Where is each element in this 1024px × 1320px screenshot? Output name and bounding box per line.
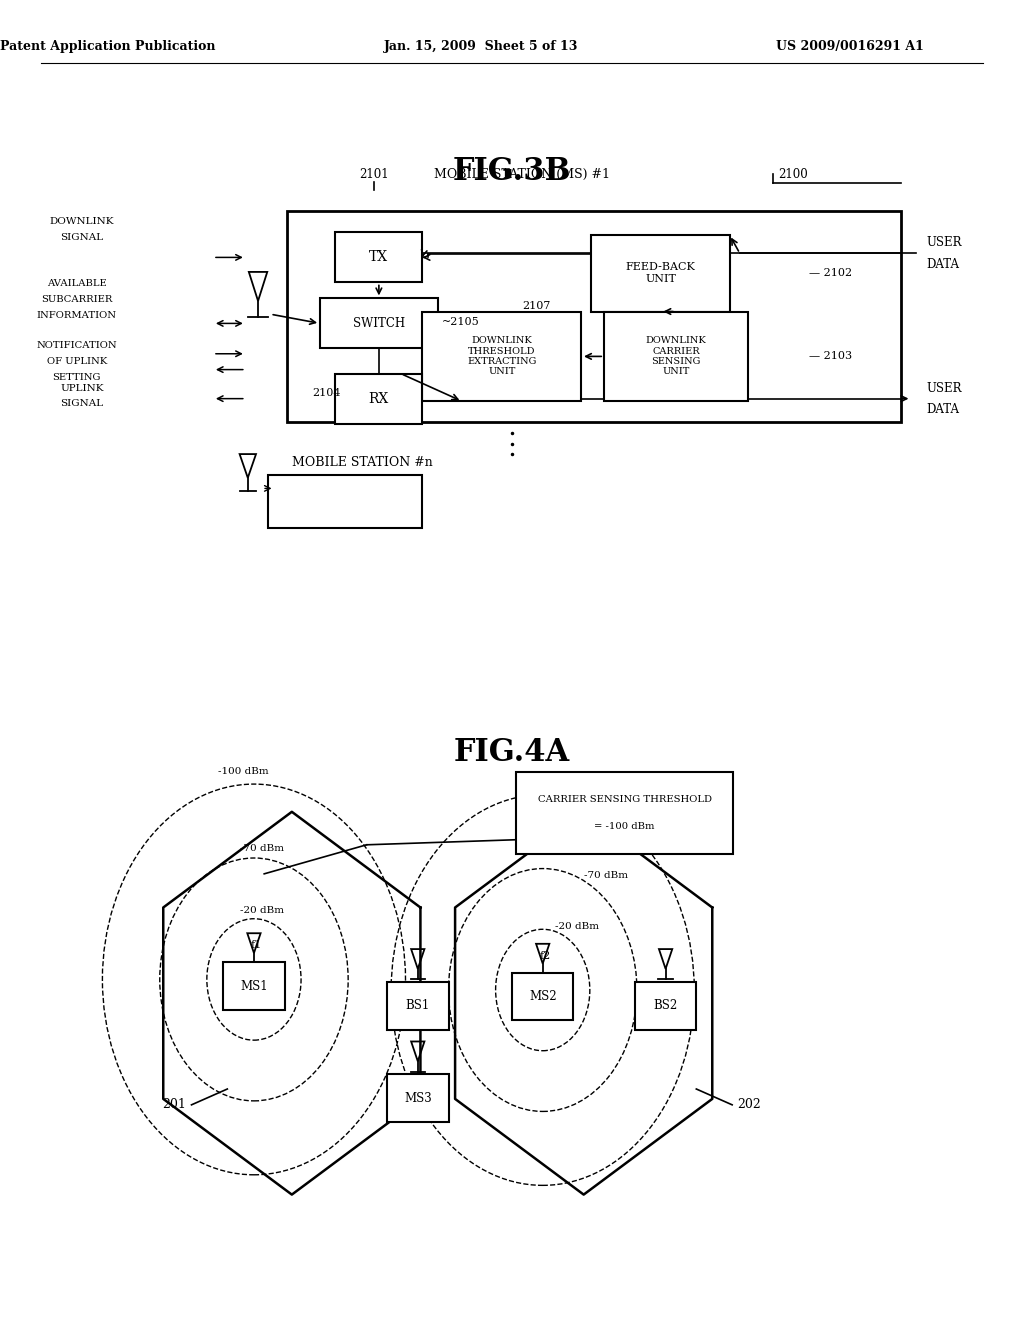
Text: 2104: 2104	[312, 388, 341, 399]
Text: = -100 dBm: = -100 dBm	[594, 822, 655, 830]
FancyBboxPatch shape	[635, 982, 696, 1030]
Text: -20 dBm: -20 dBm	[241, 906, 284, 915]
Text: DATA: DATA	[927, 403, 959, 416]
Text: FEED-BACK
UNIT: FEED-BACK UNIT	[626, 263, 695, 284]
Text: SUBCARRIER: SUBCARRIER	[41, 296, 113, 304]
Text: Patent Application Publication: Patent Application Publication	[0, 40, 215, 53]
Text: -20 dBm: -20 dBm	[555, 923, 599, 931]
Text: FIG.4A: FIG.4A	[454, 737, 570, 768]
Text: TX: TX	[370, 251, 388, 264]
FancyBboxPatch shape	[268, 475, 422, 528]
Text: MS1: MS1	[241, 979, 267, 993]
FancyBboxPatch shape	[387, 982, 449, 1030]
FancyBboxPatch shape	[336, 374, 423, 424]
Text: ~2105: ~2105	[442, 317, 480, 327]
Text: AVAILABLE: AVAILABLE	[47, 280, 106, 288]
FancyBboxPatch shape	[387, 1074, 449, 1122]
Text: -100 dBm: -100 dBm	[218, 767, 269, 776]
FancyBboxPatch shape	[592, 235, 729, 312]
Text: INFORMATION: INFORMATION	[37, 312, 117, 319]
Text: DATA: DATA	[927, 257, 959, 271]
Text: 202: 202	[737, 1098, 761, 1111]
Text: 2100: 2100	[778, 168, 808, 181]
Text: MS2: MS2	[529, 990, 556, 1003]
Text: — 2103: — 2103	[809, 351, 852, 362]
Text: -70 dBm: -70 dBm	[584, 871, 628, 879]
FancyBboxPatch shape	[287, 211, 901, 422]
FancyBboxPatch shape	[604, 312, 748, 401]
Text: SWITCH: SWITCH	[353, 317, 404, 330]
Text: SIGNAL: SIGNAL	[60, 400, 103, 408]
Text: CARRIER SENSING THRESHOLD: CARRIER SENSING THRESHOLD	[538, 796, 712, 804]
Text: USER: USER	[927, 381, 963, 395]
Text: Jan. 15, 2009  Sheet 5 of 13: Jan. 15, 2009 Sheet 5 of 13	[384, 40, 579, 53]
Text: 2107: 2107	[522, 301, 551, 312]
Text: UPLINK: UPLINK	[60, 384, 103, 392]
FancyBboxPatch shape	[422, 312, 582, 401]
FancyBboxPatch shape	[319, 298, 438, 348]
Text: MOBILE STATION #n: MOBILE STATION #n	[292, 455, 432, 469]
Text: f2: f2	[540, 950, 550, 961]
Text: USER: USER	[927, 236, 963, 249]
Text: DOWNLINK
CARRIER
SENSING
UNIT: DOWNLINK CARRIER SENSING UNIT	[645, 337, 707, 376]
Text: OF UPLINK: OF UPLINK	[47, 358, 106, 366]
Text: MOBILE STATION (MS) #1: MOBILE STATION (MS) #1	[434, 168, 610, 181]
Text: FIG.3B: FIG.3B	[453, 156, 571, 187]
Text: NOTIFICATION: NOTIFICATION	[37, 342, 117, 350]
Text: DOWNLINK
THRESHOLD
EXTRACTING
UNIT: DOWNLINK THRESHOLD EXTRACTING UNIT	[467, 337, 537, 376]
Text: SETTING: SETTING	[52, 374, 101, 381]
FancyBboxPatch shape	[336, 232, 423, 282]
FancyBboxPatch shape	[516, 772, 733, 854]
Text: RX: RX	[369, 392, 389, 405]
FancyBboxPatch shape	[512, 973, 573, 1020]
Text: DOWNLINK: DOWNLINK	[50, 218, 114, 226]
Text: BS1: BS1	[406, 999, 430, 1012]
Text: 201: 201	[163, 1098, 186, 1111]
Text: 2101: 2101	[359, 168, 388, 181]
Text: -70 dBm: -70 dBm	[241, 843, 284, 853]
Text: US 2009/0016291 A1: US 2009/0016291 A1	[776, 40, 924, 53]
FancyBboxPatch shape	[223, 962, 285, 1010]
Text: — 2102: — 2102	[809, 268, 852, 279]
Text: -100 dBm: -100 dBm	[609, 804, 659, 812]
Text: SIGNAL: SIGNAL	[60, 234, 103, 242]
Text: MS3: MS3	[403, 1092, 432, 1105]
Text: BS2: BS2	[653, 999, 678, 1012]
Text: f1: f1	[251, 940, 261, 950]
